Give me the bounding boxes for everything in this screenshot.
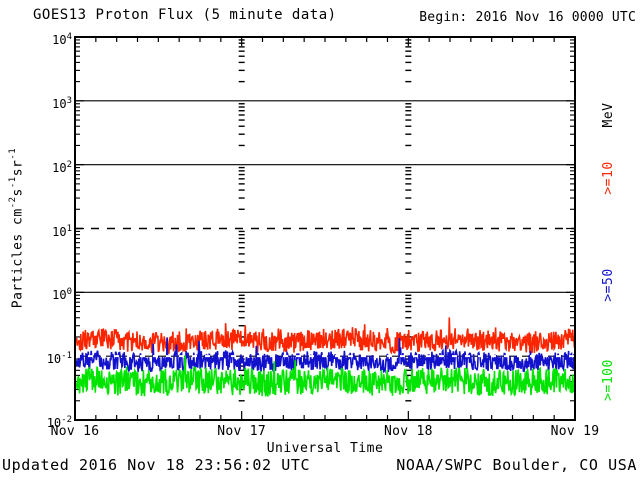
right-axis-units-label: MeV <box>601 102 616 128</box>
x-tick-label: Nov 16 <box>50 424 100 439</box>
y-axis-title: Particles cm-2s-1sr-1 <box>8 147 26 309</box>
x-tick-label: Nov 19 <box>550 424 600 439</box>
y-tick-label: 102 <box>52 159 72 175</box>
x-tick-label: Nov 18 <box>383 424 433 439</box>
legend-label-p_ge_50MeV: >=50 <box>601 268 616 302</box>
y-tick-label: 104 <box>52 32 72 47</box>
x-axis-title: Universal Time <box>266 441 384 456</box>
x-tick-label: Nov 17 <box>217 424 267 439</box>
source-attribution: NOAA/SWPC Boulder, CO USA <box>396 456 637 474</box>
y-tick-label: 101 <box>52 223 72 239</box>
flux-series-p_ge_100MeV <box>74 355 576 398</box>
y-tick-label: 100 <box>52 287 72 303</box>
legend-label-p_ge_100MeV: >=100 <box>601 359 616 401</box>
flux-series-p_ge_10MeV <box>74 317 576 355</box>
y-tick-label: 10-2 <box>46 415 72 430</box>
plot-frame <box>74 36 576 421</box>
updated-timestamp: Updated 2016 Nov 18 23:56:02 UTC <box>2 456 311 474</box>
y-tick-label: 103 <box>52 95 72 111</box>
begin-time-label: Begin: 2016 Nov 16 0000 UTC <box>419 10 636 25</box>
chart-title: GOES13 Proton Flux (5 minute data) <box>33 7 337 23</box>
y-tick-label: 10-1 <box>46 351 72 367</box>
flux-series-p_ge_50MeV <box>74 337 576 374</box>
legend-label-p_ge_10MeV: >=10 <box>601 161 616 195</box>
